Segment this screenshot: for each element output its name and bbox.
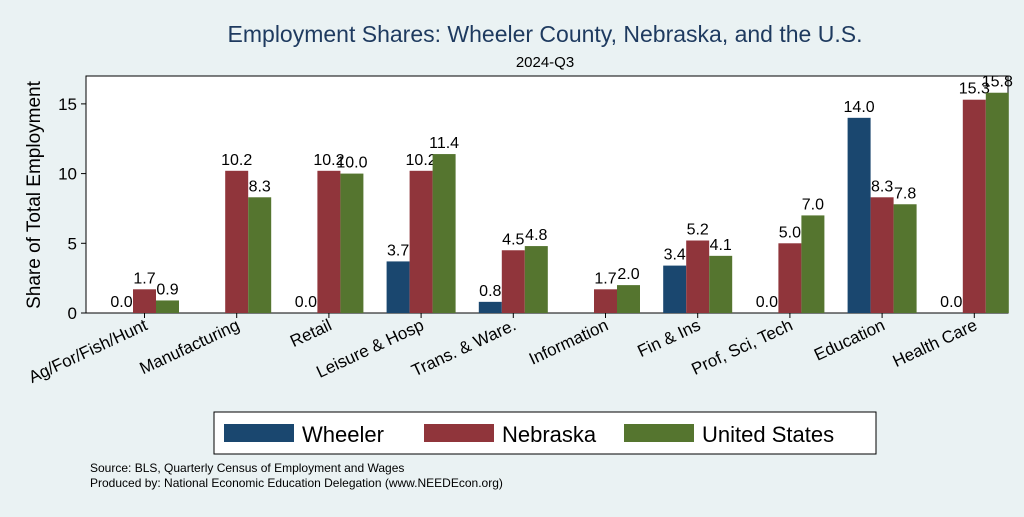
y-axis-label: Share of Total Employment [24,80,45,308]
bar-united-states [801,215,825,313]
bar-nebraska [317,170,341,313]
data-label: 0.0 [110,294,132,311]
x-tick-label: Manufacturing [137,315,243,378]
x-tick-label: Ag/For/Fish/Hunt [26,315,151,387]
data-label: 7.0 [802,196,824,213]
legend-label: United States [702,422,834,447]
data-label: 5.2 [687,222,709,239]
bar-united-states [156,300,179,313]
data-label: 0.9 [156,281,178,298]
bar-wheeler [478,301,502,313]
data-label: 5.0 [779,224,801,241]
bar-wheeler [386,261,410,313]
data-label: 0.8 [479,283,501,300]
x-tick-label: Retail [287,315,334,351]
bar-united-states [709,255,733,313]
x-tick-label: Fin & Ins [635,315,704,361]
data-label: 10.2 [406,152,437,169]
data-label: 15.8 [982,74,1013,91]
data-label: 7.8 [894,185,916,202]
bar-united-states [617,285,640,313]
data-label: 11.4 [429,135,459,152]
x-tick-label: Education [811,315,888,364]
legend-box [213,411,877,455]
y-tick-label: 0 [68,304,77,323]
data-label: 4.5 [502,231,524,248]
bar-nebraska [686,240,710,313]
data-label: 15.3 [959,81,990,98]
data-label: 2.0 [617,266,639,283]
legend-label: Nebraska [502,422,597,447]
data-label: 0.0 [756,294,778,311]
y-tick-label: 10 [58,165,77,184]
bar-united-states [432,154,456,313]
data-label: 10.0 [336,155,367,172]
chart-title: Employment Shares: Wheeler County, Nebra… [228,21,863,47]
bar-wheeler [847,117,871,313]
legend-swatch-wheeler [224,424,294,442]
data-label: 8.3 [871,178,893,195]
bar-nebraska [594,289,617,313]
bar-wheeler [663,265,687,313]
bar-nebraska [133,289,156,313]
y-tick-label: 5 [68,234,77,253]
data-label: 0.0 [940,294,962,311]
data-label: 10.2 [221,152,252,169]
data-label: 10.2 [313,152,344,169]
bar-united-states [985,92,1009,314]
x-tick-label: Prof, Sci, Tech [689,315,796,378]
legend-swatch-nebraska [424,424,494,442]
bar-nebraska [778,243,802,313]
data-label: 3.4 [664,247,686,264]
data-label: 1.7 [133,270,155,287]
data-label: 4.8 [525,227,547,244]
bar-nebraska [501,250,525,313]
x-tick-label: Information [526,315,611,368]
x-tick-label: Trans. & Ware. [409,315,519,380]
y-tick-label: 15 [58,95,77,114]
bar-nebraska [409,170,433,313]
bar-nebraska [225,170,249,313]
data-label: 3.7 [387,242,409,259]
bar-united-states [340,173,364,313]
data-label: 14.0 [844,99,875,116]
bar-nebraska [870,197,894,313]
bar-united-states [893,204,917,313]
produced-by-note: Produced by: National Economic Education… [90,476,503,490]
bar-united-states [524,246,548,313]
x-tick-label: Health Care [890,315,980,371]
data-label: 8.3 [249,178,271,195]
legend-swatch-united-states [624,424,694,442]
bar-united-states [248,197,272,313]
legend-label: Wheeler [302,422,384,447]
source-note: Source: BLS, Quarterly Census of Employm… [90,461,404,475]
data-label: 1.7 [594,270,616,287]
chart-subtitle: 2024-Q3 [516,54,574,71]
data-label: 4.1 [710,237,732,254]
bar-nebraska [962,99,986,313]
data-label: 0.0 [295,294,317,311]
